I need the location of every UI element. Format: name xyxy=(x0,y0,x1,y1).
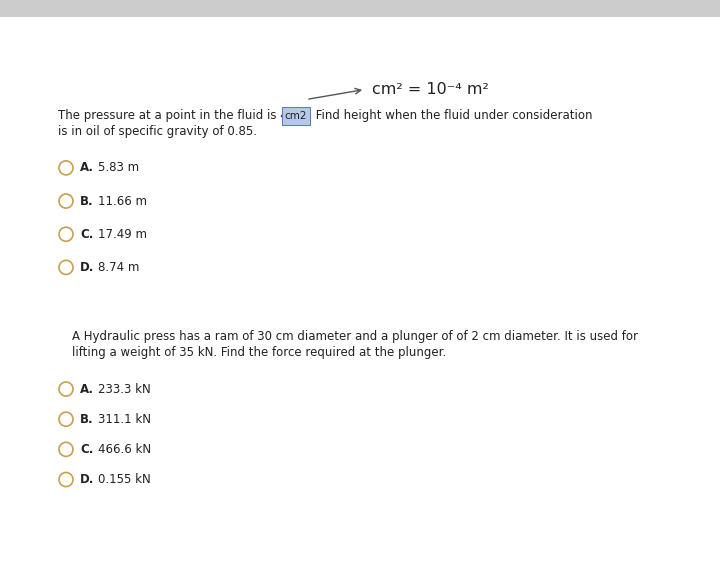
Text: The pressure at a point in the fluid is 4.9 N: The pressure at a point in the fluid is … xyxy=(58,109,312,122)
Text: is in oil of specific gravity of 0.85.: is in oil of specific gravity of 0.85. xyxy=(58,125,257,138)
Text: B.: B. xyxy=(80,195,94,208)
Text: D.: D. xyxy=(80,261,94,274)
Text: 233.3 kN: 233.3 kN xyxy=(98,382,150,395)
Text: Find height when the fluid under consideration: Find height when the fluid under conside… xyxy=(312,109,593,122)
Text: C.: C. xyxy=(80,443,94,456)
Text: 17.49 m: 17.49 m xyxy=(98,228,147,241)
Text: 11.66 m: 11.66 m xyxy=(98,195,147,208)
Text: cm2: cm2 xyxy=(284,110,307,121)
Text: cm² = 10⁻⁴ m²: cm² = 10⁻⁴ m² xyxy=(372,82,489,97)
Text: 466.6 kN: 466.6 kN xyxy=(98,443,151,456)
Text: 0.155 kN: 0.155 kN xyxy=(98,473,150,486)
Text: 5.83 m: 5.83 m xyxy=(98,162,139,174)
Text: D.: D. xyxy=(80,473,94,486)
Text: lifting a weight of 35 kN. Find the force required at the plunger.: lifting a weight of 35 kN. Find the forc… xyxy=(72,347,446,360)
Text: C.: C. xyxy=(80,228,94,241)
Text: B.: B. xyxy=(80,413,94,426)
Bar xyxy=(282,106,310,125)
Text: A Hydraulic press has a ram of 30 cm diameter and a plunger of of 2 cm diameter.: A Hydraulic press has a ram of 30 cm dia… xyxy=(72,330,638,343)
Text: A.: A. xyxy=(80,382,94,395)
Text: 8.74 m: 8.74 m xyxy=(98,261,140,274)
Text: 311.1 kN: 311.1 kN xyxy=(98,413,151,426)
Text: A.: A. xyxy=(80,162,94,174)
